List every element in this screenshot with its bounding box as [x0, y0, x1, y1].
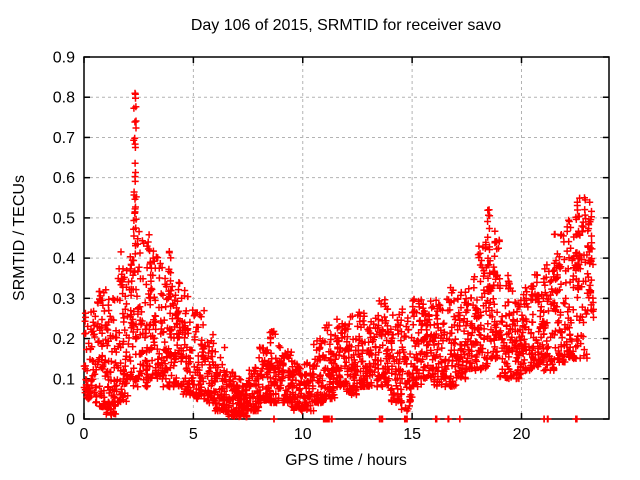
- x-tick-label: 15: [403, 426, 421, 443]
- y-axis-label: SRMTID / TECUs: [11, 175, 28, 301]
- y-tick-label: 0.5: [53, 210, 75, 227]
- scatter-points: [80, 89, 597, 423]
- x-axis-label: GPS time / hours: [285, 452, 407, 469]
- y-tick-label: 0.6: [53, 170, 75, 187]
- y-tick-label: 0.9: [53, 50, 75, 67]
- y-tick-label: 0: [66, 412, 75, 429]
- y-tick-label: 0.2: [53, 331, 75, 348]
- x-tick-label: 10: [294, 426, 312, 443]
- y-tick-label: 0.7: [53, 130, 75, 147]
- x-tick-label: 0: [80, 426, 89, 443]
- y-tick-label: 0.8: [53, 90, 75, 107]
- axis-tick-labels: 0 5 10 15 20 0 0.1 0.2 0.3 0.4 0.5 0.6 0.7 0.8 0.9: [53, 50, 531, 444]
- chart-title: Day 106 of 2015, SRMTID for receiver sav…: [191, 17, 501, 34]
- y-tick-label: 0.4: [53, 251, 75, 268]
- data-point-markers: [80, 89, 597, 423]
- x-tick-label: 20: [513, 426, 531, 443]
- y-tick-label: 0.1: [53, 371, 75, 388]
- x-tick-label: 5: [189, 426, 198, 443]
- y-tick-label: 0.3: [53, 291, 75, 308]
- plot-border: [83, 56, 610, 420]
